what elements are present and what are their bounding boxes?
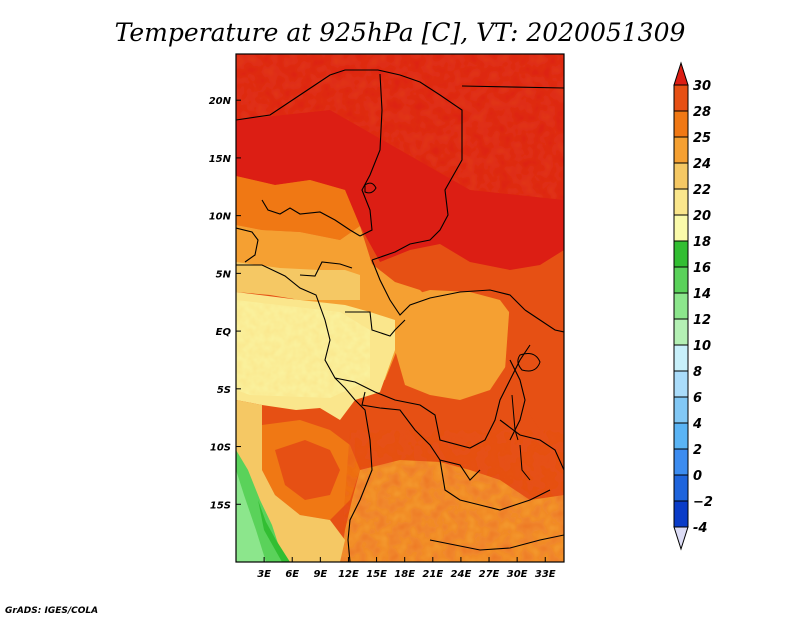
colorbar-swatch [673, 240, 689, 268]
colorbar-swatch [673, 266, 689, 294]
colorbar-label: 6 [693, 391, 702, 406]
x-tick-label: 24E [451, 569, 472, 580]
x-tick-label: 15E [366, 569, 387, 580]
y-tick-label: 5N [216, 269, 232, 280]
colorbar-over-arrow [673, 61, 689, 86]
colorbar-label: 28 [693, 105, 711, 120]
x-tick-label: 18E [394, 569, 415, 580]
y-axis: 20N 15N 10N 5N EQ 5S 10S 15S [209, 96, 241, 511]
map-panel [236, 54, 564, 562]
colorbar-swatch [673, 110, 689, 138]
y-tick-label: EQ [216, 327, 232, 338]
colorbar-under-arrow [673, 526, 689, 551]
colorbar-swatch [673, 136, 689, 164]
colorbar-swatch [673, 162, 689, 190]
credit-label: GrADS: IGES/COLA [5, 606, 98, 616]
x-axis: 3E 6E 9E 12E 15E 18E 21E 24E 27E 30E 33E [257, 557, 556, 580]
colorbar-label: −2 [693, 495, 713, 510]
field-south-mottle [340, 430, 564, 562]
colorbar-label: 10 [693, 339, 711, 354]
colorbar-swatch [673, 344, 689, 372]
colorbar-swatch [673, 474, 689, 502]
colorbar-label: 14 [693, 287, 711, 302]
y-tick-label: 5S [217, 385, 231, 396]
colorbar-label: -4 [693, 521, 707, 536]
field-east-central [395, 290, 515, 400]
colorbar-swatch [673, 422, 689, 450]
x-tick-label: 30E [507, 569, 528, 580]
colorbar-swatch [673, 396, 689, 424]
x-tick-label: 3E [257, 569, 271, 580]
colorbar-label: 2 [693, 443, 702, 458]
x-tick-label: 33E [535, 569, 556, 580]
colorbar-swatch [673, 318, 689, 346]
map-frame [235, 53, 565, 563]
colorbar-label: 20 [693, 209, 711, 224]
x-tick-label: 9E [313, 569, 327, 580]
colorbar-swatch [673, 84, 689, 112]
field-namib-coast [236, 470, 266, 562]
field-angola-core [275, 440, 340, 500]
field-sahel [236, 176, 360, 240]
x-tick-label: 21E [422, 569, 443, 580]
colorbar-swatch [673, 214, 689, 242]
colorbar-swatch [673, 370, 689, 398]
lakes [364, 182, 541, 481]
x-tick-label: 27E [479, 569, 500, 580]
colorbar-label: 4 [692, 417, 702, 432]
chart-title: Temperature at 925hPa [C], VT: 202005130… [115, 18, 686, 47]
colorbar-label: 22 [693, 183, 711, 198]
colorbar-swatch [673, 188, 689, 216]
colorbar-swatch [673, 448, 689, 476]
colorbar-label: 16 [693, 261, 711, 276]
y-tick-label: 20N [209, 96, 232, 107]
x-tick-label: 6E [285, 569, 299, 580]
x-tick-label: 12E [338, 569, 359, 580]
colorbar-swatch [673, 292, 689, 320]
colorbar-label: 18 [693, 235, 711, 250]
y-tick-label: 15S [210, 500, 231, 511]
colorbar-swatch [673, 500, 689, 528]
colorbar-label: 24 [693, 157, 711, 172]
country-borders [236, 69, 564, 562]
colorbar-label: 8 [693, 365, 702, 380]
colorbar-label: 30 [693, 79, 711, 94]
colorbar-label: 25 [693, 131, 711, 146]
colorbar-label: 0 [693, 469, 702, 484]
field-congo-inner [236, 300, 370, 398]
field-east-hot [505, 290, 564, 440]
y-tick-label: 15N [209, 154, 232, 165]
colorbar-label: 12 [693, 313, 711, 328]
y-tick-label: 10N [209, 212, 232, 223]
field-gulf-coast [236, 262, 360, 300]
field-sahara-patches [236, 54, 564, 200]
y-tick-label: 10S [210, 443, 231, 454]
